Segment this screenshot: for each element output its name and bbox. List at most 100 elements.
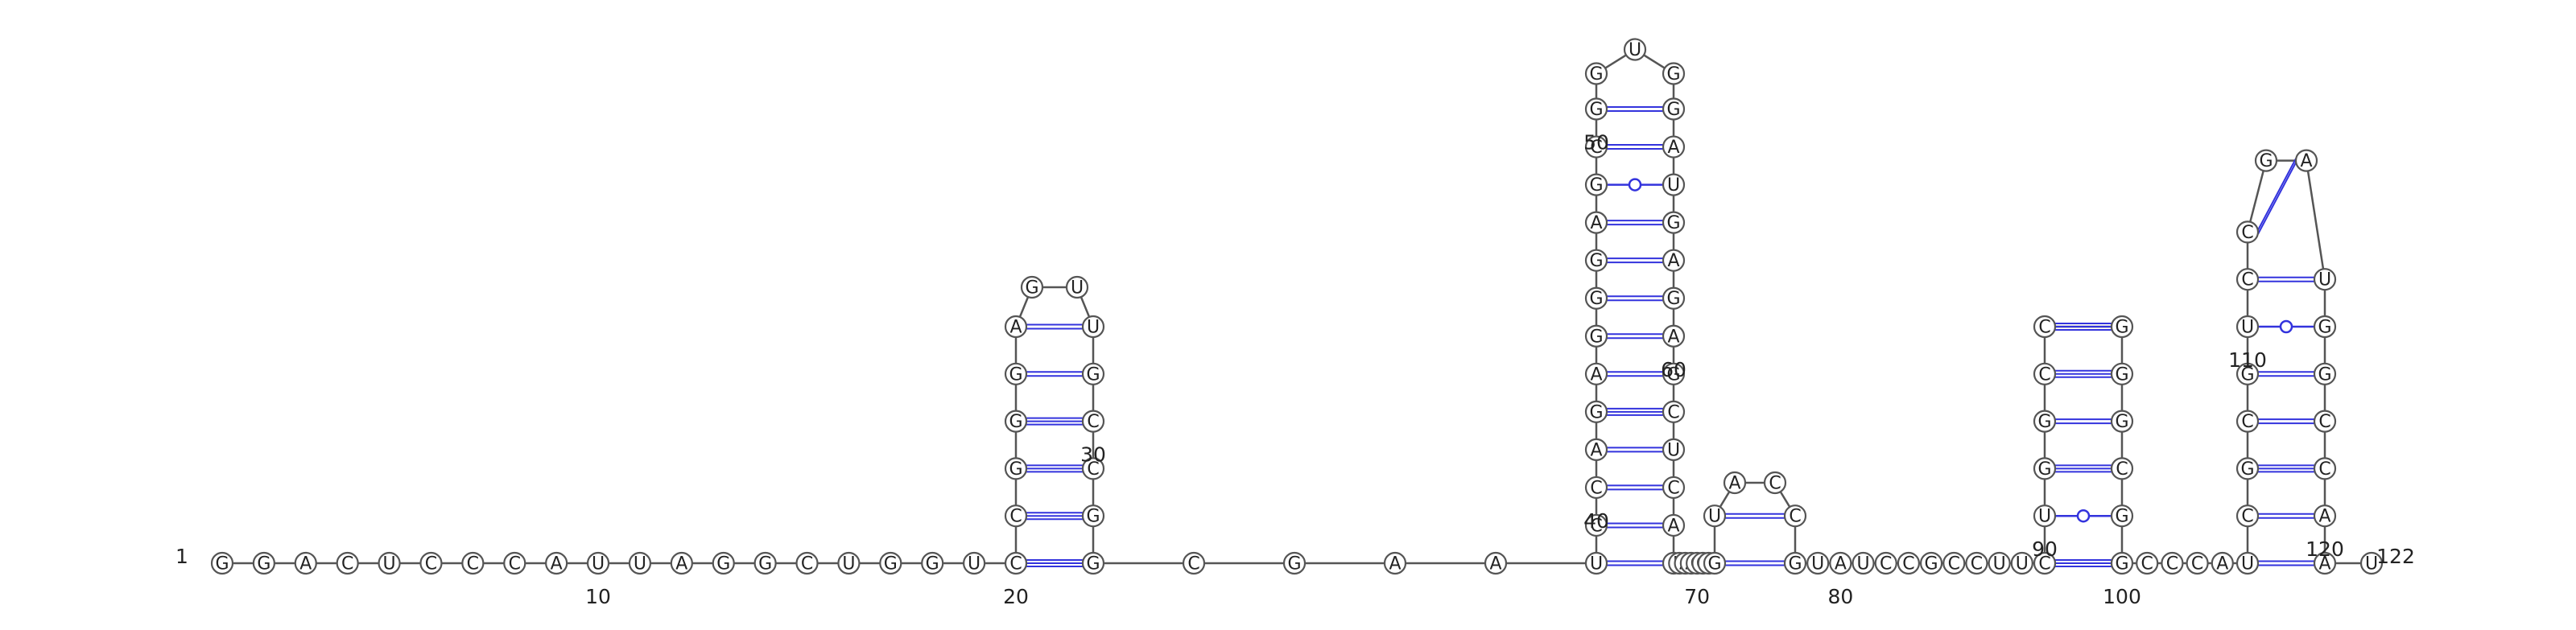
nucleotide-letter: G (1666, 364, 1680, 385)
nucleotide-circle (1942, 551, 1966, 575)
position-label: 50 (1583, 131, 1609, 154)
nucleotide-circle (1919, 551, 1943, 575)
nucleotide-letter: C (1667, 402, 1679, 422)
nucleotide-circle (2186, 551, 2209, 575)
nucleotide-circle (1584, 513, 1608, 537)
nucleotide-circle (1584, 324, 1608, 348)
nucleotide-circle (2313, 315, 2337, 339)
nucleotide-letter: C (1880, 554, 1892, 574)
nucleotide-letter: C (2038, 364, 2050, 385)
nucleotide-letter: C (1590, 478, 1602, 498)
nucleotide-letter: G (1589, 175, 1603, 196)
nucleotide-letter: A (1667, 138, 1679, 158)
nucleotide-circle (1763, 471, 1787, 495)
nucleotide-letter: C (1769, 474, 1781, 494)
nucleotide-circle (1484, 551, 1508, 575)
nucleotide-letter: A (551, 554, 563, 574)
nucleotide-circle (2313, 362, 2337, 385)
nucleotide-circle (1662, 362, 1686, 385)
nucleotide-circle (1662, 476, 1686, 500)
nucleotide-circle (2235, 362, 2260, 385)
nucleotide-letter: A (1590, 440, 1602, 460)
nucleotide-letter: G (2115, 318, 2128, 338)
nucleotide-letter: A (675, 554, 687, 574)
nucleotide-circle (1662, 249, 1686, 272)
nucleotide-circle (1004, 504, 1028, 528)
nucleotide-circle (2033, 457, 2057, 480)
nucleotide-letter: G (1707, 554, 1721, 574)
nucleotide-circle (419, 551, 443, 575)
nucleotide-letter: G (1009, 412, 1022, 432)
nucleotide-circle (1965, 551, 1988, 575)
nucleotide-letter: G (2115, 507, 2128, 527)
nucleotide-letter: C (1009, 507, 1022, 527)
nucleotide-circle (1806, 551, 1830, 575)
nucleotide-letter: G (1589, 64, 1603, 84)
nucleotide-circle (586, 551, 610, 575)
nucleotide-letter: A (1667, 251, 1679, 271)
nucleotide-letter: U (842, 554, 855, 574)
nucleotide-letter: G (1589, 100, 1603, 120)
nucleotide-circle (2313, 504, 2337, 528)
nucleotide-letter: C (1789, 507, 1801, 527)
nucleotide-letter: A (299, 554, 312, 574)
nucleotide-circle (837, 551, 861, 575)
nucleotide-circle (2033, 410, 2057, 433)
position-label: 120 (2306, 537, 2344, 561)
nucleotide-circle (1723, 471, 1747, 495)
backbone-segment (2246, 160, 2268, 233)
position-label: 110 (2228, 348, 2267, 372)
nucleotide-circle (1783, 504, 1807, 528)
nucleotide-circle (2110, 315, 2134, 339)
nucleotide-circle (2033, 551, 2057, 575)
nucleotide-circle (1081, 362, 1105, 385)
nucleotide-letter: C (509, 554, 521, 574)
nucleotide-letter: G (2115, 364, 2128, 385)
position-label: 40 (1583, 509, 1609, 533)
nucleotide-circle (2033, 362, 2057, 385)
nucleotide-letter: G (1666, 64, 1680, 84)
nucleotide-letter: G (1086, 554, 1100, 574)
nucleotide-letter: U (2016, 554, 2029, 574)
nucleotide-letter: A (1389, 554, 1401, 574)
nucleotide-circle (2110, 457, 2134, 480)
nucleotide-letter: U (383, 554, 396, 574)
nucleotide-circle (2033, 315, 2057, 339)
nucleotide-letter: G (2037, 459, 2051, 480)
nucleotide-letter: C (2166, 554, 2178, 574)
nucleotide-circle (1897, 551, 1921, 575)
nucleotide-circle (2235, 315, 2260, 339)
nucleotide-letter: G (2318, 318, 2331, 338)
nucleotide-letter: C (467, 554, 479, 574)
nucleotide-circle (1584, 551, 1608, 575)
nucleotide-letter: U (2241, 318, 2254, 338)
nucleotide-letter: C (1667, 478, 1679, 498)
nucleotide-letter: C (2241, 412, 2253, 432)
nucleotide-circle (1081, 457, 1105, 480)
nucleotide-circle (2313, 457, 2337, 480)
nucleotide-circle (545, 551, 568, 575)
nucleotide-letter: U (634, 554, 646, 574)
nucleotide-circle (1584, 249, 1608, 272)
nucleotide-letter: C (1187, 554, 1199, 574)
nucleotide-circle (1584, 400, 1608, 423)
nucleotide-letter: U (1708, 507, 1721, 527)
backbone-segment (2305, 160, 2326, 280)
nucleotide-letter: U (968, 554, 980, 574)
nucleotide-circle (2110, 504, 2134, 528)
nucleotide-letter: G (884, 554, 898, 574)
nucleotide-letter: C (1009, 554, 1022, 574)
nucleotide-circle (1852, 551, 1875, 575)
nucleotide-letter: U (2365, 554, 2378, 574)
nucleotide-letter: A (1489, 554, 1501, 574)
nucleotide-circle (1004, 362, 1028, 385)
nucleotide-circle (1662, 173, 1686, 196)
nucleotide-circle (1584, 286, 1608, 310)
nucleotide-circle (1662, 438, 1686, 461)
nucleotide-circle (1004, 315, 1028, 339)
nucleotide-circle (1623, 38, 1647, 61)
nucleotide-letter: U (2038, 507, 2051, 527)
nucleotide-letter: A (2318, 507, 2330, 527)
nucleotide-circle (1662, 286, 1686, 310)
